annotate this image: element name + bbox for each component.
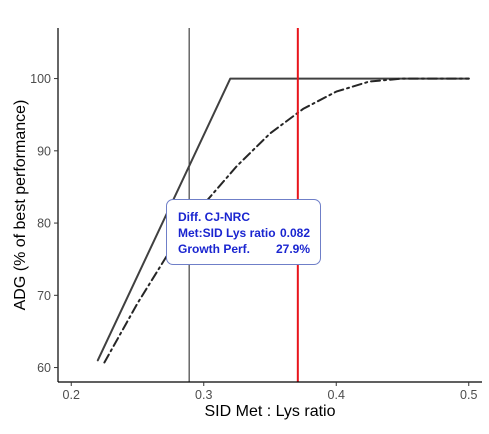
y-axis-title: ADG (% of best performance)	[12, 100, 29, 311]
annotation-label: Met:SID Lys ratio	[178, 226, 276, 240]
x-tick-label: 0.4	[328, 388, 345, 402]
x-axis-ticks: 0.2 0.3 0.4 0.5	[63, 382, 477, 402]
x-tick-label: 0.2	[63, 388, 80, 402]
annotation-label: Growth Perf.	[178, 242, 251, 256]
y-tick-label: 80	[37, 217, 51, 231]
annotation-value: 27.9%	[275, 242, 310, 256]
annotation-row-ratio: Met:SID Lys ratio 0.082	[178, 225, 310, 241]
annotation-title: Diff. CJ-NRC	[178, 210, 250, 224]
data-lines	[96, 77, 470, 364]
y-tick-label: 60	[37, 361, 51, 375]
annotation-value: 0.082	[279, 226, 310, 240]
x-tick-label: 0.5	[460, 388, 477, 402]
x-tick-label: 0.3	[195, 388, 212, 402]
y-tick-label: 70	[37, 289, 51, 303]
annotation-row-growth: Growth Perf. 27.9%	[178, 241, 310, 257]
y-tick-label: 100	[30, 72, 51, 86]
series-line-solid	[96, 77, 470, 362]
y-axis-ticks: 60 70 80 90 100	[30, 72, 58, 375]
series-line-dashdot	[103, 77, 470, 364]
annotation-box: Diff. CJ-NRC Met:SID Lys ratio 0.082 Gro…	[166, 199, 321, 265]
y-tick-label: 90	[37, 144, 51, 158]
x-axis-title: SID Met : Lys ratio	[205, 403, 336, 420]
